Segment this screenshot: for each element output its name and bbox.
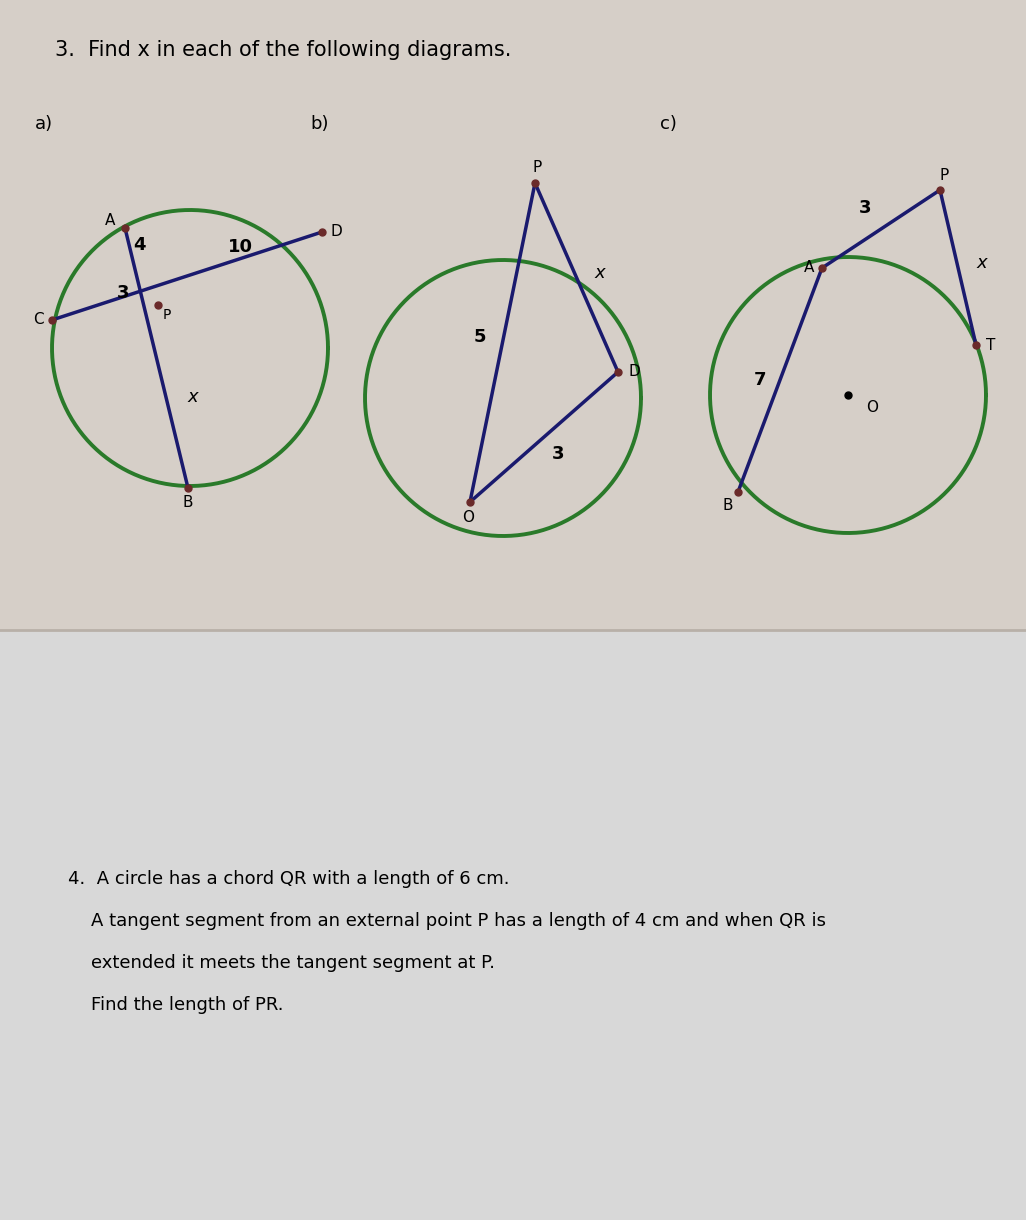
Text: O: O [866, 400, 878, 415]
Text: A tangent segment from an external point P has a length of 4 cm and when QR is: A tangent segment from an external point… [68, 913, 826, 930]
Text: D: D [628, 365, 640, 379]
Text: x: x [594, 264, 605, 282]
Text: x: x [976, 254, 987, 272]
Text: 3: 3 [859, 199, 871, 217]
Text: 4: 4 [133, 237, 146, 255]
Text: b): b) [310, 115, 328, 133]
Text: P: P [163, 307, 171, 322]
Text: P: P [532, 160, 542, 174]
Text: D: D [330, 224, 342, 239]
Text: A: A [803, 261, 814, 276]
Text: A: A [105, 214, 115, 228]
Text: B: B [722, 498, 733, 512]
Text: T: T [986, 338, 995, 353]
Text: Find the length of PR.: Find the length of PR. [68, 996, 283, 1014]
Text: extended it meets the tangent segment at P.: extended it meets the tangent segment at… [68, 954, 495, 972]
Text: c): c) [660, 115, 677, 133]
Bar [0, 0, 1026, 630]
Text: P: P [940, 168, 949, 183]
Text: C: C [34, 312, 44, 327]
Text: a): a) [35, 115, 53, 133]
Text: O: O [462, 510, 474, 525]
Text: 3.  Find x in each of the following diagrams.: 3. Find x in each of the following diagr… [55, 40, 511, 60]
Text: 3: 3 [117, 284, 129, 303]
Text: 7: 7 [753, 371, 766, 389]
Text: 3: 3 [552, 445, 564, 464]
Text: 4.  A circle has a chord QR with a length of 6 cm.: 4. A circle has a chord QR with a length… [68, 870, 510, 888]
Text: x: x [187, 388, 198, 405]
Text: B: B [183, 495, 193, 510]
Text: 5: 5 [474, 328, 486, 346]
Text: 10: 10 [228, 238, 252, 256]
